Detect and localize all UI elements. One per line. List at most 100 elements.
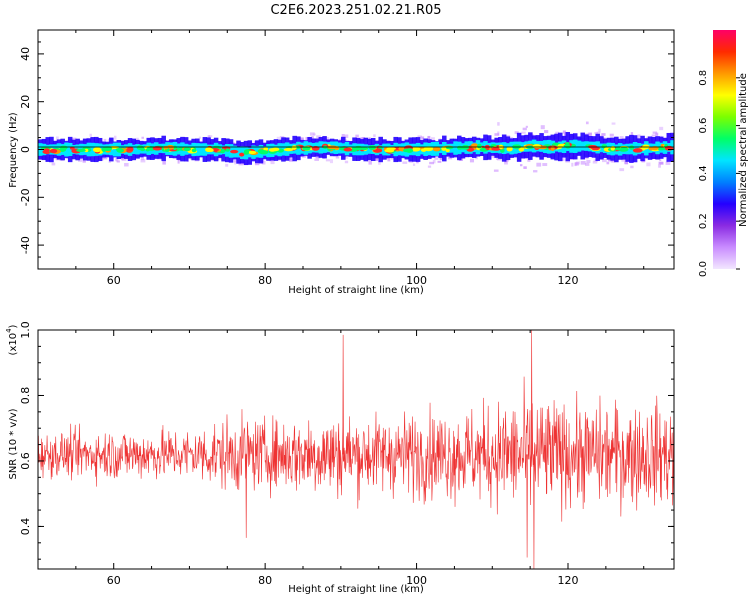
ridge-blob [43,148,50,152]
halo-speck [325,159,330,162]
ridge-blob [432,146,441,152]
halo-speck [586,160,591,164]
halo-speck [114,135,117,140]
halo-speck [116,160,120,163]
halo-speck [635,137,640,140]
band-core [367,145,372,154]
figure-title: C2E6.2023.251.02.21.R05 [270,3,441,18]
halo-speck [312,133,316,136]
band-core [281,143,286,156]
colorbar-tick-label: 0.0 [698,261,709,277]
halo-speck [665,161,671,165]
ridge-blob [116,148,124,153]
halo-speck [141,136,144,139]
halo-speck [430,137,435,141]
halo-speck [574,162,579,166]
ridge-blob [632,148,643,153]
halo-speck [651,134,656,137]
ridge-blob [564,142,570,147]
y-tick-label: 0 [19,146,32,153]
ridge-blob [76,148,86,152]
halo-speck [510,136,514,140]
halo-speck [136,137,139,141]
ridge-blob [506,146,513,152]
ridge-blob [648,146,654,151]
ridge-blob [191,148,197,153]
band-core [599,143,604,153]
halo-speck [495,156,499,160]
colorbar-tick-label: 0.6 [698,118,709,134]
halo-speck [345,156,349,159]
halo-speck [609,133,614,137]
halo-speck [309,132,315,136]
halo-speck [469,158,475,163]
snr-plot-area [38,330,674,569]
y-tick-label: -40 [19,236,32,254]
y-tick-label: 0.6 [19,452,32,470]
svg-text:(x104): (x104) [5,324,19,355]
halo-speck [344,134,349,138]
halo-speck [420,136,425,140]
halo-speck [378,161,381,165]
y-tick-label-top: 1.0 [19,321,32,339]
halo-speck [314,158,319,161]
x-tick-label: 60 [107,274,121,287]
colorbar-tick-label: 0.8 [698,70,709,86]
halo-speck [587,132,593,135]
band-core [64,142,69,157]
halo-speck [519,164,523,167]
ridge-blob [84,148,89,153]
halo-speck [262,160,266,165]
snr-y-label: SNR (10 * v/v) [8,408,19,479]
halo-speck [234,160,237,165]
y-tick-label: 0.4 [19,518,32,536]
colorbar-ticks: 0.0 0.2 0.4 0.6 0.8 [698,70,740,277]
ridge-blob [49,148,58,154]
snr-ticks: 60 80 100 120 0.4 0.6 0.8 1.0 [19,321,674,587]
halo-speck [619,136,624,139]
ridge-blob [457,145,463,150]
halo-speck [412,163,416,166]
halo-speck [505,135,511,138]
halo-speck [585,121,589,125]
halo-speck [276,136,280,139]
halo-speck [646,136,649,139]
halo-speck [619,168,625,172]
ridge-blob [263,147,269,151]
halo-speck [355,134,359,138]
halo-speck [162,160,166,165]
band-core [202,143,208,156]
snr-frame [37,329,675,570]
halo-speck [82,159,86,163]
halo-speck [536,162,542,167]
ridge-blob [629,145,635,150]
halo-speck [329,159,333,164]
halo-speck [562,130,566,134]
halo-speck [225,163,229,167]
band-core [112,142,118,157]
halo-speck [475,156,478,160]
y-tick-label: 0.8 [19,387,32,405]
halo-speck [270,160,275,165]
halo-speck [316,135,321,139]
ridge-blob [610,146,615,151]
halo-speck [606,161,610,165]
halo-speck [493,169,499,172]
ridge-blob [244,150,250,154]
ridge-blob [291,145,297,150]
band-core [131,144,137,155]
halo-speck [437,160,442,163]
halo-speck [387,157,391,162]
band-core [576,140,582,152]
ridge-blob [268,148,276,152]
halo-speck [302,155,306,158]
ridge-blob [92,147,102,153]
ridge-blob [411,146,421,152]
x-tick-label: 120 [558,574,579,587]
halo-speck [630,132,634,135]
band-core [266,144,271,158]
halo-speck [238,161,244,166]
halo-speck [429,161,434,165]
ridge-blob [477,143,482,149]
